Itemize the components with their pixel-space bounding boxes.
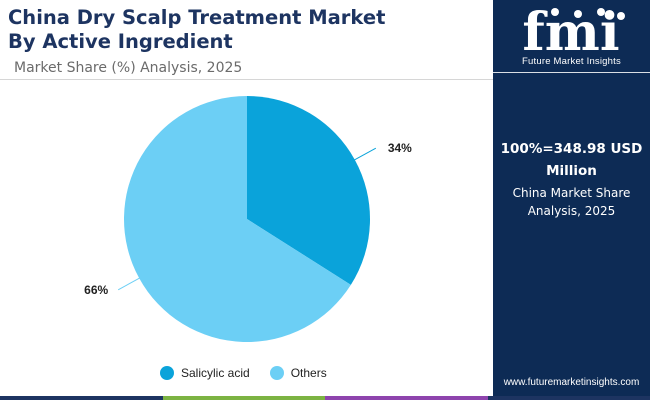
logo-dot-icon [617,12,625,20]
legend-swatch [160,366,174,380]
market-total: 100%=348.98 USD Million [493,138,650,182]
market-total-line-1: 100%=348.98 USD [500,141,643,157]
legend-label: Salicylic acid [181,366,250,380]
legend-label: Others [290,366,327,380]
market-share-note-line-1: China Market Share [512,186,631,200]
pie-slice-salicylic-acid [247,96,371,285]
fmi-logo: fmi [522,2,625,63]
logo-dot-icon [597,8,605,16]
info-sidebar: fmi Future Market Insights 100%=348.98 U… [493,0,650,400]
sidebar-divider [493,72,650,73]
chart-title: China Dry Scalp Treatment Market By Acti… [8,6,478,54]
logo-dot-icon [574,10,582,18]
footer-bar-segment [0,396,163,400]
legend-item: Others [269,366,327,380]
title-line-1: China Dry Scalp Treatment Market [8,6,386,29]
footer-bar-segment [487,396,650,400]
pie-chart: 34% 66% [84,96,412,342]
website-link[interactable]: www.futuremarketinsights.com [503,377,640,388]
logo-caption: Future Market Insights [522,56,621,67]
subtitle-divider [0,79,493,80]
pie-data-label: 66% [84,283,108,297]
pie-data-label: 34% [388,141,412,155]
logo-dot-icon [529,12,537,20]
market-share-note: China Market Share Analysis, 2025 [493,184,650,220]
footer-bar-segment [325,396,488,400]
pie-leader-line [117,273,147,291]
footer-color-bar [0,396,650,400]
legend-item: Salicylic acid [160,366,250,380]
logo-wordmark: fmi [522,2,619,63]
chart-subtitle: Market Share (%) Analysis, 2025 [14,60,243,76]
market-share-note-line-2: Analysis, 2025 [527,204,616,218]
logo-dot-icon [551,8,559,16]
chart-legend: Salicylic acid Others [160,366,327,380]
legend-swatch [269,366,284,380]
pie-slice-others [123,96,351,342]
market-total-line-2: Million [546,163,597,179]
title-line-2: By Active Ingredient [8,30,233,53]
footer-bar-segment [162,396,325,400]
pie-leader-line [347,147,377,165]
